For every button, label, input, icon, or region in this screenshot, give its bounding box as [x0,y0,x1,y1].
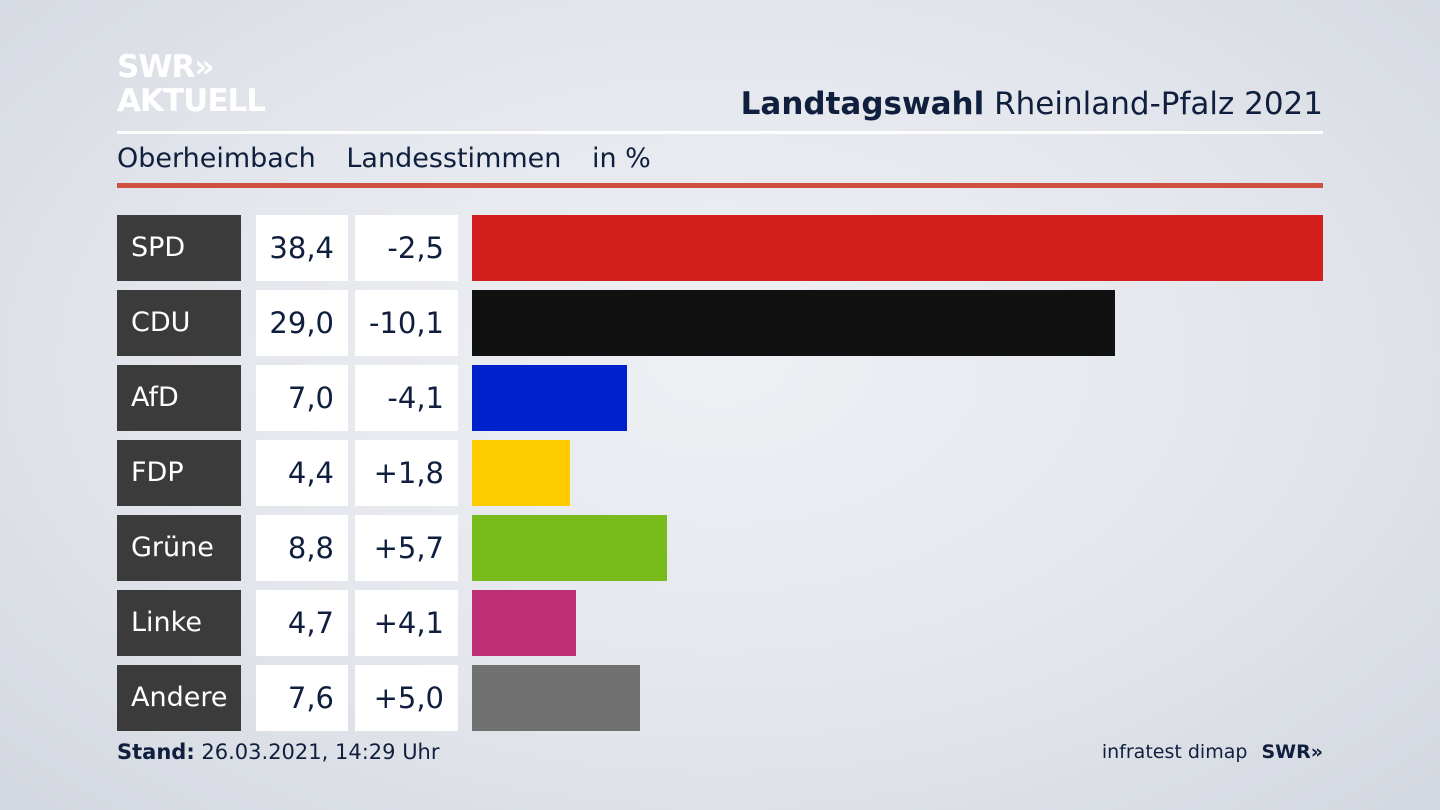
bar-cdu [472,290,1115,356]
vote-share-label: 4,7 [256,590,348,656]
vote-share-label: 7,6 [256,665,348,731]
vote-share-label: 29,0 [256,290,348,356]
bar-linke [472,590,576,656]
chart-title: Landtagswahl Rheinland-Pfalz 2021 [741,86,1323,122]
stand-label: Stand: [117,740,195,764]
subtitle-divider [117,183,1323,188]
change-label: -10,1 [355,290,458,356]
party-label: Grüne [117,515,241,581]
source-label: infratest dimap [1101,741,1248,763]
bar-andere [472,665,640,731]
bar-afd [472,365,627,431]
header-divider [117,131,1323,134]
subtitle-measure: Landesstimmen [346,143,562,174]
swr-brand: SWR» [1261,741,1323,763]
chart-subtitle: Oberheimbach Landesstimmen in % [117,143,673,174]
party-label: Linke [117,590,241,656]
party-label: AfD [117,365,241,431]
change-label: +1,8 [355,440,458,506]
subtitle-unit: in % [591,143,651,174]
subtitle-place: Oberheimbach [117,143,316,174]
stand-value: 26.03.2021, 14:29 Uhr [201,740,440,764]
vote-share-label: 8,8 [256,515,348,581]
title-bold: Landtagswahl [740,86,985,122]
change-label: +5,7 [355,515,458,581]
bar-gr-ne [472,515,667,581]
vote-share-label: 4,4 [256,440,348,506]
party-label: CDU [117,290,241,356]
title-rest: Rheinland-Pfalz 2021 [994,86,1323,122]
bar-fdp [472,440,570,506]
change-label: +4,1 [355,590,458,656]
bar-spd [472,215,1323,281]
swr-aktuell-logo: SWR» AKTUELL [117,49,266,119]
change-label: +5,0 [355,665,458,731]
logo-line-2: AKTUELL [117,83,266,119]
logo-line-1: SWR» [117,49,214,85]
party-label: SPD [117,215,241,281]
vote-share-label: 7,0 [256,365,348,431]
change-label: -4,1 [355,365,458,431]
party-label: Andere [117,665,241,731]
vote-share-label: 38,4 [256,215,348,281]
party-label: FDP [117,440,241,506]
source-credit: infratest dimap SWR» [1102,741,1323,763]
timestamp: Stand: 26.03.2021, 14:29 Uhr [117,740,440,764]
change-label: -2,5 [355,215,458,281]
